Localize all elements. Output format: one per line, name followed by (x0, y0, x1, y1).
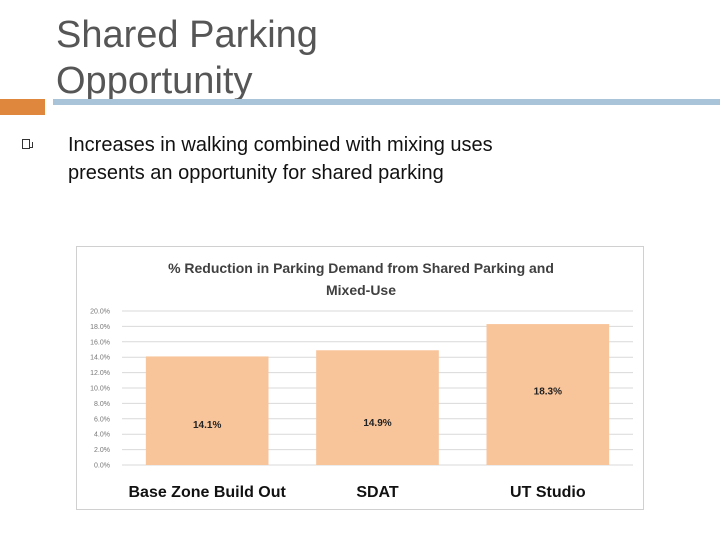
chart-svg: % Reduction in Parking Demand from Share… (90, 260, 633, 501)
data-label: 14.1% (193, 420, 221, 431)
y-tick-label: 2.0% (94, 447, 110, 454)
title-rule (53, 99, 720, 105)
y-tick-label: 0.0% (94, 463, 110, 470)
bullet-square-icon (22, 139, 33, 149)
x-category-label: Base Zone Build Out (128, 484, 286, 501)
chart-title-line: Mixed-Use (326, 282, 396, 298)
bar (486, 324, 610, 465)
slide-title: Shared Parking Opportunity (56, 14, 318, 102)
y-tick-label: 12.0% (90, 370, 110, 377)
y-tick-label: 10.0% (90, 386, 110, 393)
y-tick-label: 8.0% (94, 401, 110, 408)
bullet-text: Increases in walking combined with mixin… (68, 134, 493, 184)
y-tick-label: 18.0% (90, 324, 110, 331)
chart-title-line: % Reduction in Parking Demand from Share… (168, 260, 554, 276)
y-tick-label: 14.0% (90, 355, 110, 362)
x-category-label: SDAT (356, 484, 399, 501)
y-tick-label: 6.0% (94, 416, 110, 423)
data-label: 18.3% (534, 387, 562, 398)
bar (145, 356, 269, 465)
x-category-label: UT Studio (510, 484, 586, 501)
data-label: 14.9% (363, 418, 391, 429)
y-tick-label: 16.0% (90, 339, 110, 346)
y-tick-label: 4.0% (94, 432, 110, 439)
bar (316, 350, 439, 465)
y-tick-label: 20.0% (90, 309, 110, 316)
bar-chart: % Reduction in Parking Demand from Share… (76, 246, 644, 510)
accent-bar (0, 99, 45, 115)
